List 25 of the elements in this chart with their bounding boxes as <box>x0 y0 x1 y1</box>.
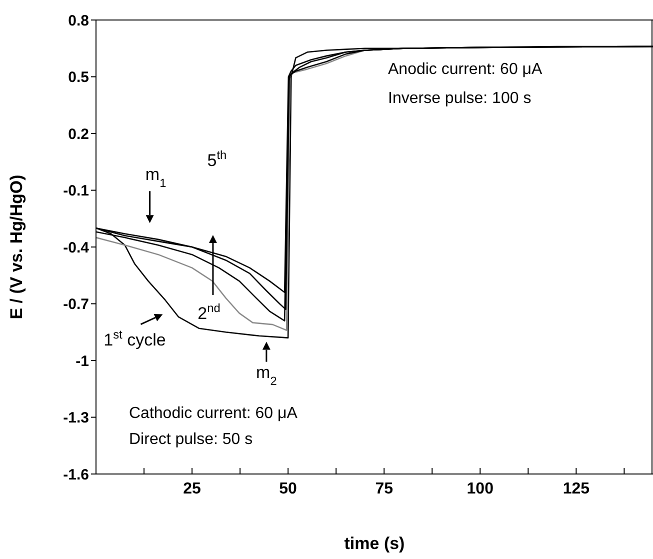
y-tick-label: -1.6 <box>63 466 89 484</box>
x-axis-title: time (s) <box>344 534 405 553</box>
y-tick-label: 0.8 <box>68 12 89 30</box>
annotation: Inverse pulse: 100 s <box>388 90 532 107</box>
x-tick-label: 125 <box>562 480 590 498</box>
annotation: m$_{2}$ <box>256 362 278 388</box>
y-tick-label: 0.5 <box>68 69 89 86</box>
y-tick-label: -0.1 <box>63 182 89 200</box>
x-tick-label: 25 <box>183 480 202 498</box>
annotation: Cathodic current: 60 μA <box>129 405 298 422</box>
y-tick-label: -1.3 <box>63 410 89 427</box>
annotation: m$_{1}$ <box>145 165 167 190</box>
y-axis-title: E / (V vs. Hg/HgO) <box>7 174 26 320</box>
annotation: 1$^{st}$ cycle <box>104 327 166 350</box>
annotation: 2$^{nd}$ <box>198 300 220 323</box>
x-tick-label: 50 <box>279 480 298 498</box>
annotation: 5$^{th}$ <box>207 148 227 170</box>
y-tick-label: -0.4 <box>63 239 90 256</box>
annotation: Direct pulse: 50 s <box>129 431 253 448</box>
y-tick-label: 0.2 <box>68 126 89 143</box>
x-tick-label: 75 <box>375 480 394 498</box>
x-tick-label: 100 <box>466 480 494 498</box>
annotation: Anodic current: 60 μA <box>388 61 543 78</box>
y-tick-label: -1 <box>76 352 89 370</box>
y-tick-label: -0.7 <box>63 296 89 314</box>
